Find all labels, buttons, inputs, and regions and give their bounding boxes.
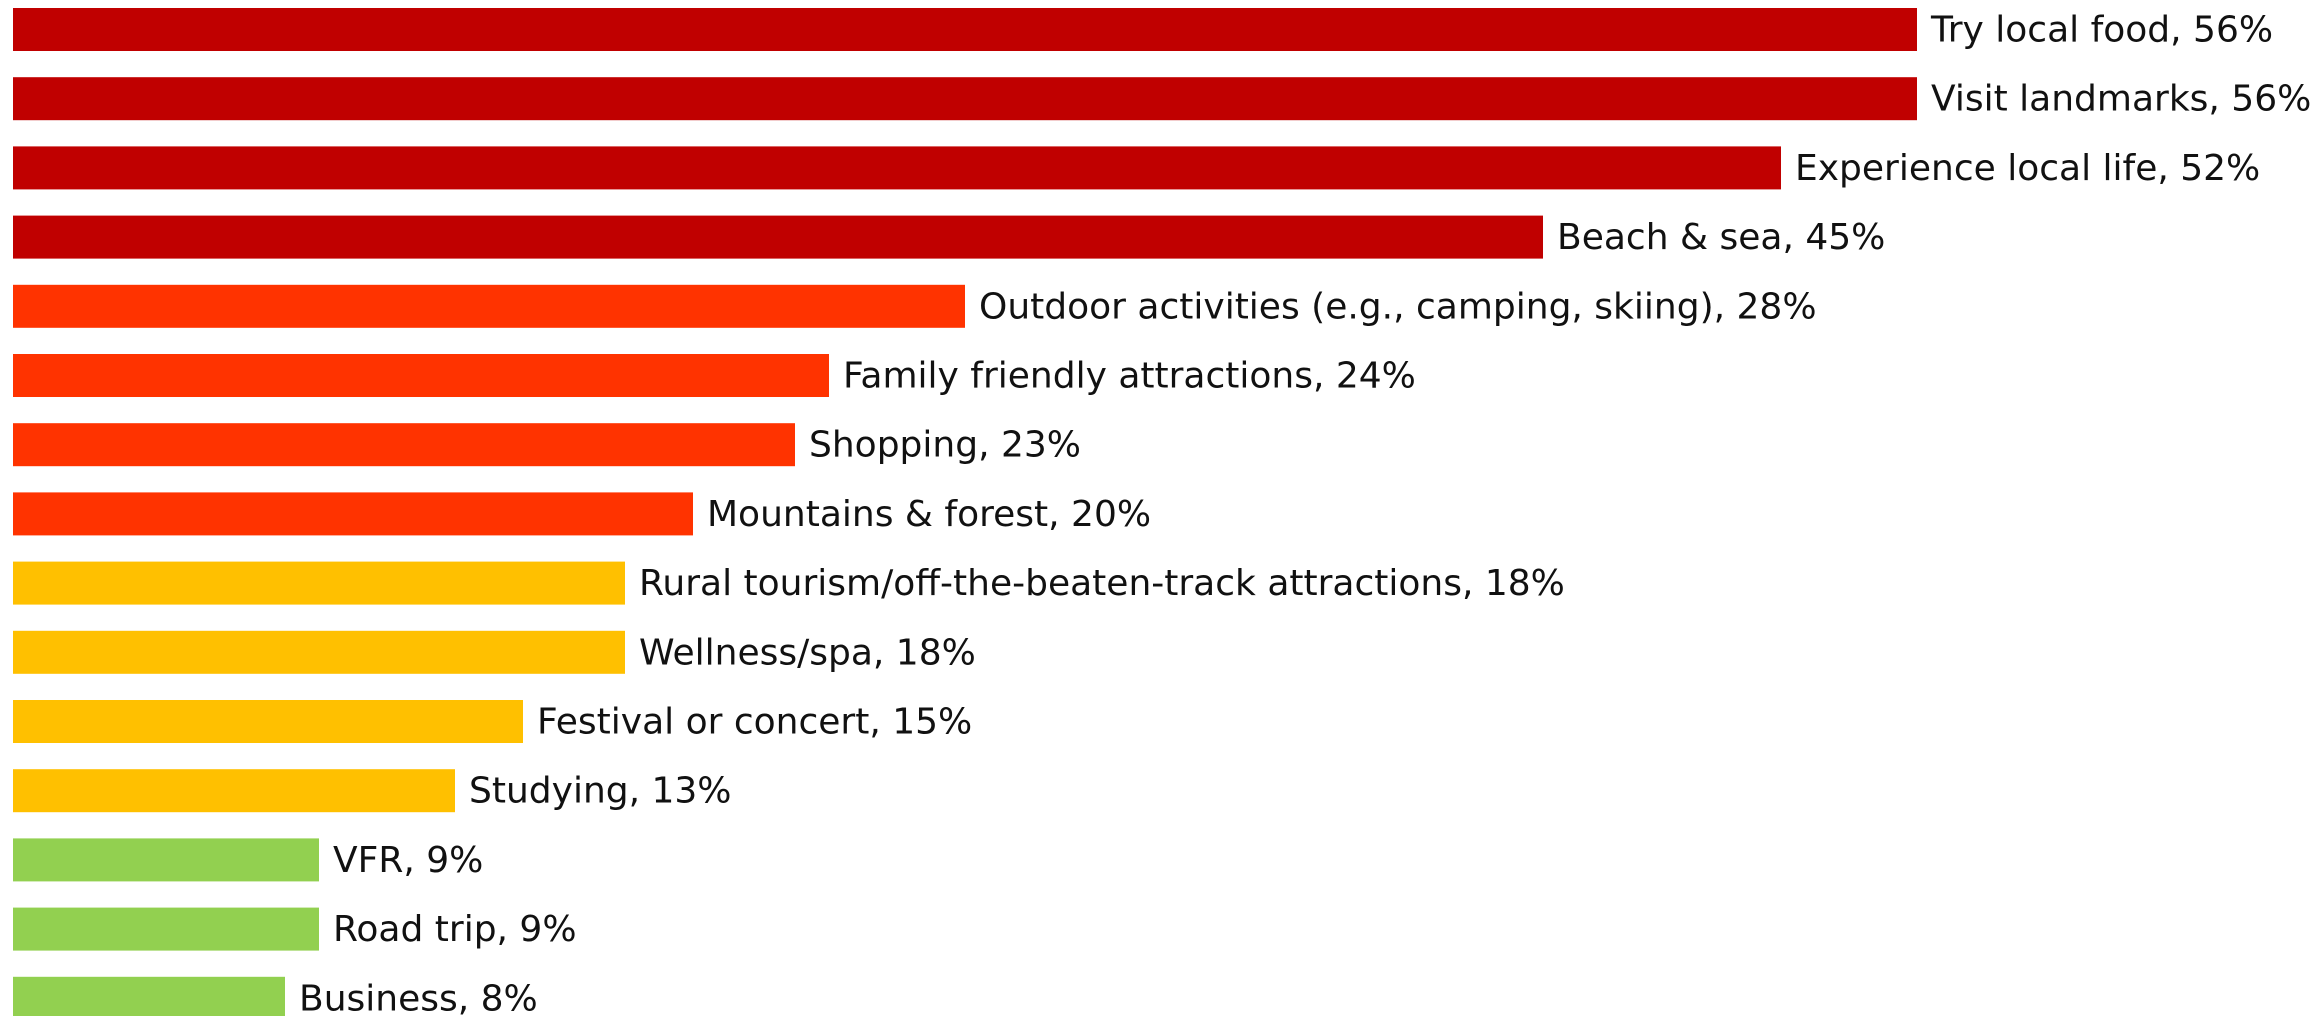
bar-label-4: Outdoor activities (e.g., camping, skiin… (979, 286, 1817, 327)
bar-label-7: Mountains & forest, 20% (707, 494, 1151, 535)
bar-label-3: Beach & sea, 45% (1557, 217, 1885, 258)
bar-14 (13, 976, 285, 1016)
bar-label-14: Business, 8% (299, 978, 538, 1016)
bar-label-0: Try local food, 56% (1930, 10, 2273, 51)
bar-4 (13, 284, 965, 328)
bar-11 (13, 769, 455, 813)
bar-7 (13, 492, 693, 536)
bar-12 (13, 838, 319, 882)
bar-label-12: VFR, 9% (333, 840, 483, 881)
bar-5 (13, 354, 829, 397)
bar-0 (13, 8, 1917, 51)
bar-9 (13, 630, 625, 674)
bar-label-9: Wellness/spa, 18% (639, 632, 976, 673)
bar-label-11: Studying, 13% (469, 771, 732, 812)
bar-8 (13, 561, 625, 605)
bar-3 (13, 215, 1543, 259)
data-labels-group: Try local food, 56% Visit landmarks, 56% E… (299, 10, 2311, 1016)
bar-2 (13, 146, 1781, 190)
bar-label-5: Family friendly attractions, 24% (843, 356, 1416, 397)
bar-label-2: Experience local life, 52% (1795, 148, 2260, 189)
bars-group (13, 8, 1917, 1016)
bar-label-13: Road trip, 9% (333, 909, 577, 950)
bar-6 (13, 423, 795, 467)
bar-13 (13, 907, 319, 951)
bar-label-10: Festival or concert, 15% (537, 702, 972, 743)
bar-1 (13, 77, 1917, 121)
bar-label-8: Rural tourism/off-the-beaten-track attra… (639, 563, 1565, 604)
bar-label-1: Visit landmarks, 56% (1931, 79, 2311, 120)
bar-10 (13, 700, 523, 743)
bar-label-6: Shopping, 23% (809, 425, 1081, 466)
